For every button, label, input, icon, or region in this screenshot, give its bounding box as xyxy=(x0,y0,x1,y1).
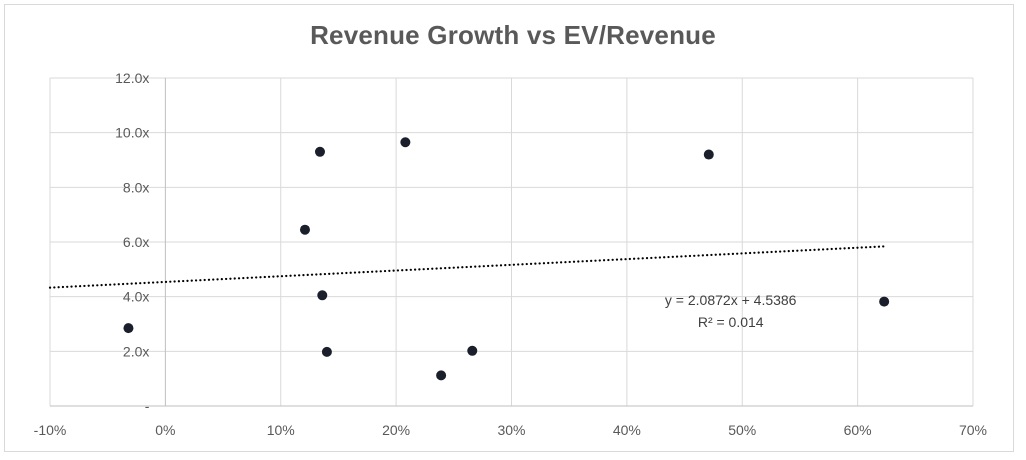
data-point xyxy=(314,146,325,157)
data-point xyxy=(879,296,890,307)
y-tick-label: 8.0x xyxy=(123,179,149,195)
data-point xyxy=(321,346,332,357)
y-tick-label: 12.0x xyxy=(115,70,149,86)
y-tick-label: - xyxy=(145,398,150,414)
chart-frame xyxy=(4,4,1014,452)
data-point xyxy=(299,224,310,235)
data-points xyxy=(123,137,890,381)
x-tick-label: 20% xyxy=(382,422,410,438)
x-tick-label: 30% xyxy=(497,422,525,438)
trendline-labels: y = 2.0872x + 4.5386 R² = 0.014 xyxy=(665,292,797,330)
x-tick-label: 0% xyxy=(155,422,175,438)
data-point xyxy=(317,290,328,301)
chart-title: Revenue Growth vs EV/Revenue xyxy=(310,20,716,50)
x-tick-label: 60% xyxy=(844,422,872,438)
trendline xyxy=(48,245,888,289)
data-point xyxy=(703,149,714,160)
trendline-r2-label: R² = 0.014 xyxy=(698,314,764,330)
x-tick-label: 70% xyxy=(959,422,987,438)
data-point xyxy=(467,345,478,356)
trendline-equation-label: y = 2.0872x + 4.5386 xyxy=(665,292,797,308)
y-tick-label: 4.0x xyxy=(123,289,149,305)
x-tick-label: 50% xyxy=(728,422,756,438)
data-point xyxy=(436,370,447,381)
y-tick-label: 2.0x xyxy=(123,343,149,359)
x-tick-label: 10% xyxy=(267,422,295,438)
data-point xyxy=(400,137,411,148)
trendline-group xyxy=(48,245,888,289)
y-tick-label: 6.0x xyxy=(123,234,149,250)
x-tick-label: 40% xyxy=(613,422,641,438)
gridlines xyxy=(49,77,974,406)
tick-labels: -10% 0% 10% 20% 30% 40% 50% 60% 70% - 2.0x 4.0x 6.0x… xyxy=(34,70,987,438)
y-tick-label: 10.0x xyxy=(115,125,149,141)
data-point xyxy=(123,323,134,334)
x-tick-label: -10% xyxy=(34,422,67,438)
axes xyxy=(50,78,973,407)
